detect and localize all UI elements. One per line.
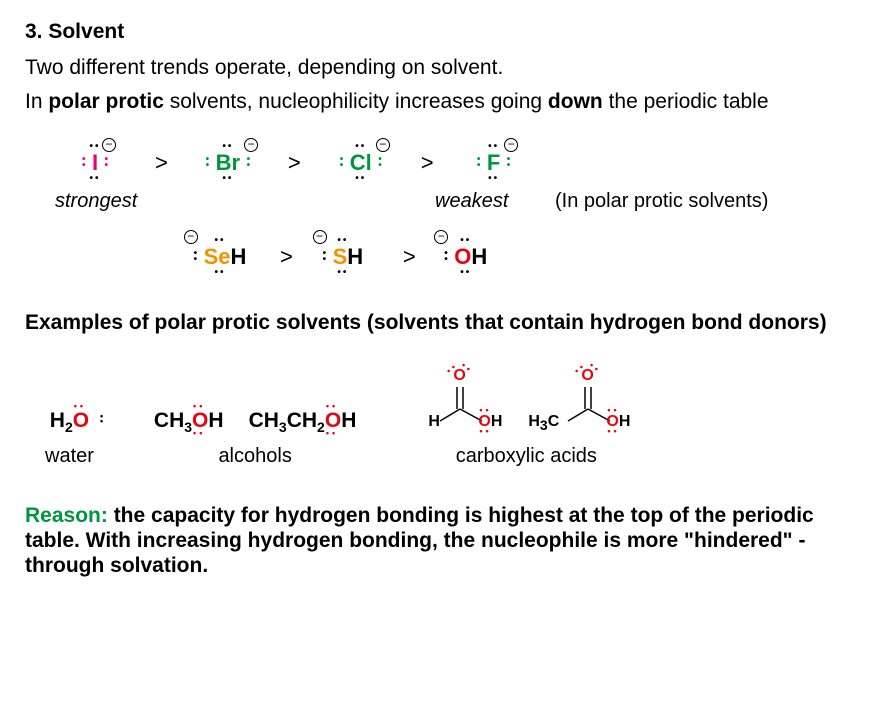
intro-line-2: In polar protic solvents, nucleophilicit… [25, 90, 849, 114]
charge-icon: − [244, 138, 258, 152]
weakest-label: weakest [435, 190, 525, 213]
t: CH [154, 409, 184, 432]
charge-icon: − [184, 230, 198, 244]
acetic-acid-structure: H3C O•••• O••••H [526, 365, 636, 435]
t: 2 [317, 419, 325, 435]
ion-sh: •• •• SH − •• [318, 238, 378, 276]
t: solvents, nucleophilicity increases goin… [164, 90, 548, 113]
reason-label: Reason: [25, 504, 108, 527]
gt: > [421, 150, 434, 176]
paren-label: (In polar protic solvents) [555, 190, 768, 213]
charge-icon: − [102, 138, 116, 152]
t: down [548, 90, 603, 113]
h: H [347, 244, 363, 269]
charge-icon: − [504, 138, 518, 152]
t: CH [249, 409, 279, 432]
solvent-examples-row: H2O•• •• water CH3O••••H CH3CH2O••••H al… [25, 365, 849, 468]
gt: > [403, 244, 416, 270]
examples-heading: Examples of polar protic solvents (solve… [25, 311, 849, 335]
t: H [528, 413, 540, 430]
t: 3 [279, 419, 287, 435]
ion-seh: •• •• SeH − •• [195, 238, 255, 276]
t: CH [287, 409, 317, 432]
water-label: water [45, 445, 94, 468]
symbol: F [487, 150, 500, 175]
ion-bromide: •• •• Br •• − •• [198, 144, 258, 182]
symbol: Cl [350, 150, 372, 175]
methanol-formula: CH3O••••H [154, 409, 224, 435]
ion-oh: •• •• OH − •• [441, 238, 501, 276]
halide-ranking-row: •• •• I •• − •• > •• •• Br •• − •• > •• … [25, 144, 849, 182]
intro-line-1: Two different trends operate, depending … [25, 56, 849, 80]
alcohols-block: CH3O••••H CH3CH2O••••H alcohols [154, 409, 356, 468]
t: 3 [184, 419, 192, 435]
symbol: I [92, 150, 98, 175]
symbol: S [333, 244, 348, 269]
t: 3 [540, 417, 548, 433]
section-title: 3. Solvent [25, 20, 849, 44]
formic-acid-structure: H O•••• O••••H [416, 365, 506, 435]
symbol: O [454, 244, 471, 269]
ethanol-formula: CH3CH2O••••H [249, 409, 357, 435]
t: H [428, 413, 440, 431]
strongest-label: strongest [55, 190, 145, 213]
ion-fluoride: •• •• F •• − •• [464, 144, 524, 182]
water-block: H2O•• •• water [45, 409, 94, 468]
reason-text: Reason: the capacity for hydrogen bondin… [25, 503, 849, 579]
charge-icon: − [434, 230, 448, 244]
t: C [548, 413, 560, 430]
strength-labels: strongest weakest (In polar protic solve… [25, 190, 849, 213]
ion-chloride: •• •• Cl •• − •• [331, 144, 391, 182]
gt: > [155, 150, 168, 176]
chalcogen-ranking-row: •• •• SeH − •• > •• •• SH − •• > •• •• O… [25, 238, 849, 276]
ion-iodide: •• •• I •• − •• [65, 144, 125, 182]
reason-body: the capacity for hydrogen bonding is hig… [25, 504, 814, 577]
carboxylic-label: carboxylic acids [456, 445, 597, 468]
gt: > [288, 150, 301, 176]
symbol: Se [204, 244, 231, 269]
symbol: Br [216, 150, 240, 175]
t: the periodic table [603, 90, 769, 113]
gt: > [280, 244, 293, 270]
t: In [25, 90, 48, 113]
t: polar protic [48, 90, 164, 113]
h: H [231, 244, 247, 269]
water-formula: H2O•• •• [50, 409, 89, 435]
carboxylic-block: H O•••• O••••H H3C O•••• O••••H carboxyl… [416, 365, 636, 468]
charge-icon: − [313, 230, 327, 244]
charge-icon: − [376, 138, 390, 152]
alcohols-label: alcohols [218, 445, 291, 468]
h: H [471, 244, 487, 269]
